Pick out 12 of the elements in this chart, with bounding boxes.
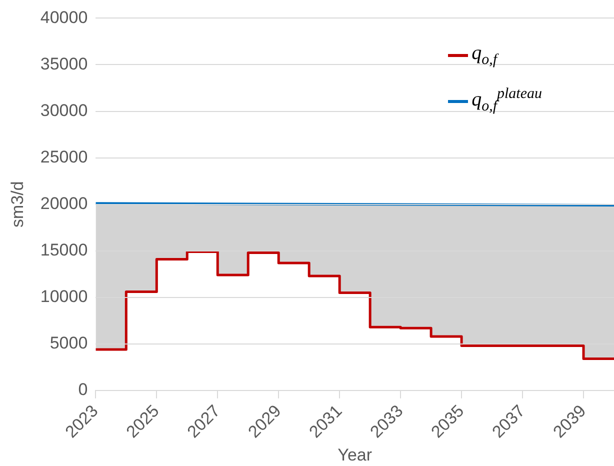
y-axis-title: sm3/d	[8, 181, 27, 228]
y-tick-label: 25000	[40, 147, 88, 166]
y-tick-label: 35000	[40, 54, 88, 74]
y-tick-label: 40000	[40, 8, 88, 27]
y-tick-label: 5000	[50, 334, 88, 353]
y-tick-label: 20000	[40, 194, 88, 214]
legend-label: q$_{o,f}$	[472, 42, 497, 68]
x-axis-title: Year	[338, 445, 372, 464]
y-tick-label: 15000	[40, 240, 88, 260]
y-tick-label: 0	[78, 380, 88, 400]
y-tick-label: 10000	[40, 287, 88, 306]
y-tick-label: 30000	[40, 100, 88, 120]
